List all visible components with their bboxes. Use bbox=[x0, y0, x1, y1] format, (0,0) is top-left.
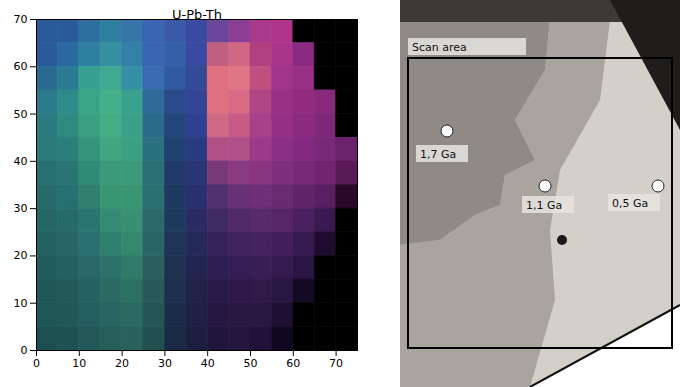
svg-text:70: 70 bbox=[14, 13, 28, 26]
svg-text:20: 20 bbox=[14, 249, 28, 262]
svg-text:40: 40 bbox=[14, 155, 28, 168]
svg-text:60: 60 bbox=[14, 60, 28, 73]
svg-text:0: 0 bbox=[21, 344, 28, 357]
svg-text:50: 50 bbox=[244, 357, 258, 370]
svg-text:60: 60 bbox=[286, 357, 300, 370]
svg-text:U-Pb-Th: U-Pb-Th bbox=[172, 7, 222, 22]
svg-text:30: 30 bbox=[158, 357, 172, 370]
svg-text:10: 10 bbox=[72, 357, 86, 370]
svg-text:50: 50 bbox=[14, 108, 28, 121]
svg-text:1,1 Ga: 1,1 Ga bbox=[526, 199, 562, 212]
svg-text:20: 20 bbox=[115, 357, 129, 370]
svg-text:30: 30 bbox=[14, 202, 28, 215]
svg-text:70: 70 bbox=[329, 357, 343, 370]
svg-text:Scan area: Scan area bbox=[412, 41, 467, 54]
svg-text:40: 40 bbox=[201, 357, 215, 370]
svg-text:1,7 Ga: 1,7 Ga bbox=[420, 148, 456, 161]
svg-text:10: 10 bbox=[14, 297, 28, 310]
svg-text:0: 0 bbox=[33, 357, 40, 370]
svg-text:0,5 Ga: 0,5 Ga bbox=[612, 197, 648, 210]
